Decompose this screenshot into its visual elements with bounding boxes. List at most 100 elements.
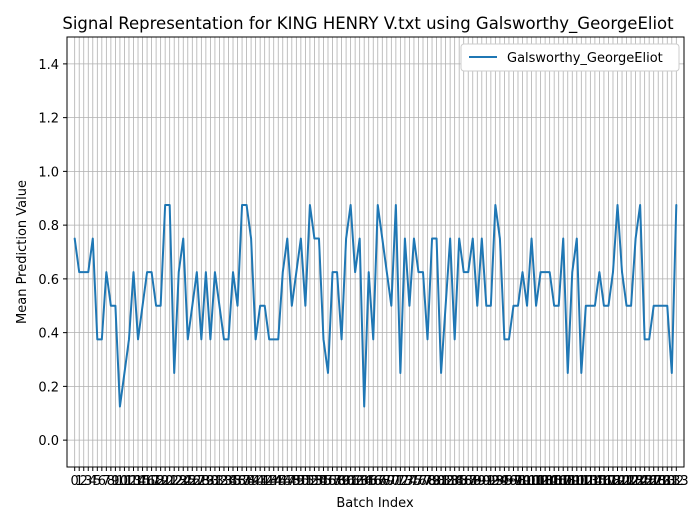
- x-tick-label: 114: [578, 474, 603, 489]
- y-axis-label: Mean Prediction Value: [15, 180, 30, 324]
- x-tick-label: 94: [492, 474, 509, 489]
- x-tick-label: 81: [433, 474, 450, 489]
- x-tick-label: 117: [592, 474, 617, 489]
- x-tick-label: 17: [143, 474, 160, 489]
- x-tick-label: 95: [496, 474, 513, 489]
- x-tick-label: 37: [234, 474, 251, 489]
- y-tick-label: 0.0: [38, 434, 59, 449]
- x-tick-label: 91: [478, 474, 495, 489]
- x-tick-label: 8: [107, 474, 115, 489]
- x-axis-label: Batch Index: [336, 496, 414, 511]
- x-tick-label: 97: [505, 474, 522, 489]
- x-tick-label: 74: [401, 474, 418, 489]
- x-tick-label: 25: [180, 474, 197, 489]
- x-tick-label: 33: [216, 474, 233, 489]
- x-tick-label: 35: [225, 474, 242, 489]
- x-tick-label: 5: [93, 474, 101, 489]
- x-tick-label: 31: [207, 474, 224, 489]
- x-tick-label: 28: [193, 474, 210, 489]
- x-tick-label: 20: [157, 474, 174, 489]
- x-tick-label: 3: [84, 474, 92, 489]
- x-tick-label: 90: [474, 474, 491, 489]
- x-tick-label: 103: [528, 474, 553, 489]
- x-tick-label: 22: [166, 474, 183, 489]
- x-tick-label: 98: [510, 474, 527, 489]
- x-tick-label: 27: [189, 474, 206, 489]
- x-tick-label: 32: [211, 474, 228, 489]
- x-tick-label: 65: [360, 474, 377, 489]
- x-tick-label: 43: [261, 474, 278, 489]
- x-tick-label: 86: [455, 474, 472, 489]
- x-tick-label: 112: [569, 474, 594, 489]
- x-tick-label: 125: [628, 474, 653, 489]
- y-tick-label: 1.4: [38, 58, 59, 73]
- x-tick-label: 127: [637, 474, 662, 489]
- x-tick-label: 80: [428, 474, 445, 489]
- x-tick-label: 105: [537, 474, 562, 489]
- x-tick-label: 123: [619, 474, 644, 489]
- y-tick-label: 0.2: [38, 380, 59, 395]
- x-tick-label: 53: [306, 474, 323, 489]
- x-tick-label: 124: [623, 474, 648, 489]
- x-tick-label: 64: [356, 474, 373, 489]
- x-tick-label: 120: [605, 474, 630, 489]
- x-tick-label: 101: [519, 474, 544, 489]
- x-tick-label: 77: [415, 474, 432, 489]
- x-tick-label: 89: [469, 474, 486, 489]
- x-tick-label: 16: [139, 474, 156, 489]
- x-tick-label: 115: [582, 474, 607, 489]
- series-line-galsworthy-georgeeliot: [73, 203, 678, 408]
- x-tick-label: 50: [293, 474, 310, 489]
- x-tick-label: 41: [252, 474, 269, 489]
- x-tick-label: 36: [229, 474, 246, 489]
- x-tick-label: 13: [125, 474, 142, 489]
- x-tick-label: 58: [329, 474, 346, 489]
- x-tick-label: 132: [659, 474, 684, 489]
- x-tick-label: 42: [256, 474, 273, 489]
- x-tick-label: 15: [134, 474, 151, 489]
- y-tick-label: 0.8: [38, 219, 59, 234]
- x-tick-label: 24: [175, 474, 192, 489]
- x-tick-label: 111: [564, 474, 589, 489]
- x-tick-label: 133: [664, 474, 689, 489]
- x-tick-label: 34: [220, 474, 237, 489]
- x-tick-label: 122: [614, 474, 639, 489]
- x-tick-label: 2: [80, 474, 88, 489]
- x-tick-label: 69: [379, 474, 396, 489]
- x-tick-label: 130: [650, 474, 675, 489]
- x-tick-label: 93: [487, 474, 504, 489]
- x-tick-label: 85: [451, 474, 468, 489]
- x-tick-label: 66: [365, 474, 382, 489]
- x-tick-label: 83: [442, 474, 459, 489]
- x-tick-label: 106: [542, 474, 567, 489]
- x-tick-label: 104: [533, 474, 558, 489]
- x-tick-label: 54: [311, 474, 328, 489]
- x-tick-label: 21: [161, 474, 178, 489]
- x-tick-label: 119: [601, 474, 626, 489]
- x-tick-label: 68: [374, 474, 391, 489]
- x-tick-label: 100: [515, 474, 540, 489]
- x-tick-label: 30: [202, 474, 219, 489]
- x-tick-label: 96: [501, 474, 518, 489]
- x-tick-label: 129: [646, 474, 671, 489]
- x-tick-label: 9: [111, 474, 119, 489]
- x-tick-label: 76: [410, 474, 427, 489]
- x-gridlines: [74, 37, 677, 467]
- x-tick-label: 63: [351, 474, 368, 489]
- x-tick-label: 109: [555, 474, 580, 489]
- x-tick-label: 38: [238, 474, 255, 489]
- chart-title: Signal Representation for KING HENRY V.t…: [62, 14, 674, 34]
- x-tick-label: 79: [424, 474, 441, 489]
- x-tick-label: 88: [464, 474, 481, 489]
- y-tick-label: 0.6: [38, 273, 59, 288]
- x-tick-label: 70: [383, 474, 400, 489]
- x-tick-label: 121: [610, 474, 635, 489]
- x-tick-label: 131: [655, 474, 680, 489]
- x-tick-label: 108: [551, 474, 576, 489]
- y-axis-ticks: 0.0 0.2 0.4 0.6 0.8 1.0 1.2 1.4: [38, 58, 67, 449]
- x-tick-label: 99: [514, 474, 531, 489]
- x-tick-label: 110: [560, 474, 585, 489]
- x-tick-label: 84: [446, 474, 463, 489]
- x-tick-label: 82: [437, 474, 454, 489]
